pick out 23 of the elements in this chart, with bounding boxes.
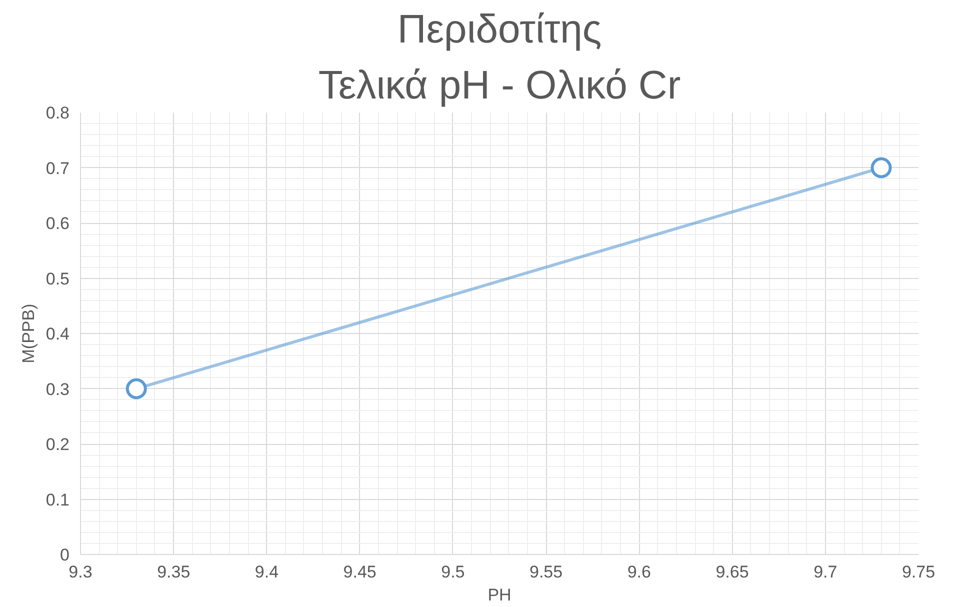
y-tick-label: 0.3 [46, 380, 70, 399]
x-tick-label: 9.3 [68, 562, 92, 582]
y-tick-label: 0.4 [46, 324, 70, 344]
y-tick-label: 0.2 [46, 435, 70, 454]
y-tick-label: 0 [60, 546, 70, 564]
x-tick-label: 9.75 [902, 562, 936, 582]
x-axis-title: PH [488, 586, 512, 604]
y-tick-label: 0.6 [46, 214, 70, 233]
y-tick-label: 0.1 [46, 490, 70, 510]
chart-subtitle: Τελικά pH - Ολικό Cr [318, 64, 681, 108]
x-tick-label: 9.5 [441, 562, 465, 582]
x-tick-label: 9.55 [530, 562, 563, 582]
y-axis-title: M(PPB) [18, 304, 38, 364]
x-tick-label: 9.35 [157, 562, 190, 582]
x-tick-label: 9.6 [627, 562, 651, 582]
x-tick-label: 9.45 [343, 562, 376, 582]
y-tick-label: 0.7 [46, 158, 70, 178]
x-tick-label: 9.65 [716, 562, 749, 582]
y-tick-label: 0.8 [46, 104, 70, 122]
chart-title: Περιδοτίτης [397, 8, 602, 52]
y-tick-label: 0.5 [46, 269, 70, 288]
x-tick-label: 9.4 [254, 562, 279, 582]
x-tick-label: 9.7 [814, 562, 838, 582]
